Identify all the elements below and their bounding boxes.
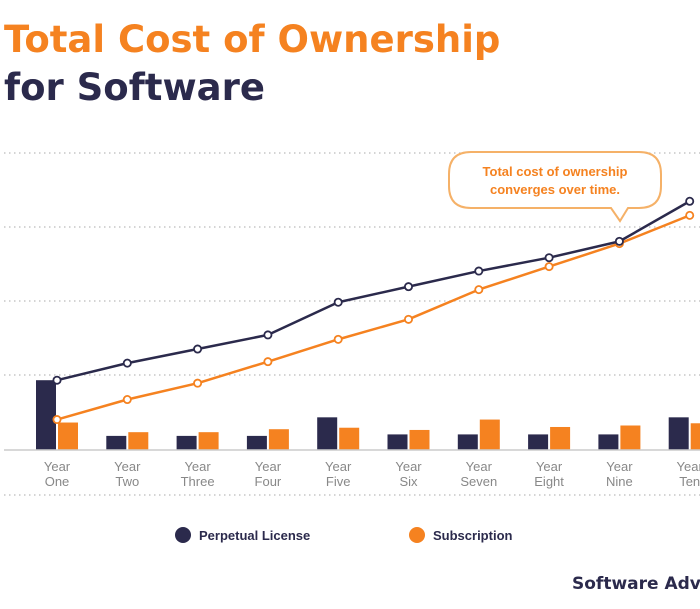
- point-perpetual-license-8: [544, 253, 554, 263]
- point-perpetual-license-3: [193, 344, 203, 354]
- point-perpetual-license-9: [614, 236, 624, 246]
- x-tick-label-1-line-1: Year: [44, 459, 71, 474]
- logo-text: Software Advice: [572, 574, 700, 594]
- x-tick-label-2-line-1: Year: [114, 459, 141, 474]
- bar-perpetual-license-10: [668, 417, 689, 450]
- bar-perpetual-license-1: [36, 380, 56, 450]
- software-advice-logo: Software Advice.: [572, 574, 700, 594]
- x-tick-label-10-line-1: Year: [677, 459, 700, 474]
- point-subscription-1: [52, 415, 62, 425]
- line-subscription: [56, 214, 691, 421]
- x-tick-label-6: Year Six: [395, 459, 422, 489]
- x-tick-label-3: Year Three: [181, 459, 215, 489]
- x-tick-label-7-line-1: Year: [466, 459, 493, 474]
- legend-label-subscription: Subscription: [433, 528, 513, 543]
- x-tick-label-1-line-2: One: [45, 474, 70, 489]
- chart-title-line-2: for Software: [4, 66, 265, 109]
- x-tick-label-10-line-2: Ten: [679, 474, 700, 489]
- x-tick-label-8-line-2: Eight: [534, 474, 564, 489]
- point-perpetual-license-6: [403, 282, 413, 292]
- bar-perpetual-license-2: [106, 435, 127, 450]
- x-tick-label-8: Year Eight: [534, 459, 564, 489]
- x-tick-label-5-line-1: Year: [325, 459, 352, 474]
- x-tick-label-9: Year Nine: [606, 459, 633, 489]
- svg-text:Software Advice.: Software Advice.: [572, 574, 700, 594]
- x-tick-label-8-line-1: Year: [536, 459, 563, 474]
- bar-subscription-7: [479, 419, 500, 450]
- point-perpetual-license-4: [263, 330, 273, 340]
- x-tick-label-1: Year One: [44, 459, 71, 489]
- chart-title-line-1: Total Cost of Ownership: [4, 18, 501, 61]
- point-subscription-4: [263, 357, 273, 367]
- annual-cost-bars: [36, 380, 700, 450]
- bar-perpetual-license-8: [528, 434, 549, 450]
- bar-perpetual-license-4: [246, 435, 267, 450]
- point-perpetual-license-1: [52, 375, 62, 385]
- x-tick-label-5: Year Five: [325, 459, 352, 489]
- legend-label-perpetual-license: Perpetual License: [199, 528, 310, 543]
- point-subscription-6: [403, 314, 413, 324]
- x-tick-label-5-line-2: Five: [326, 474, 351, 489]
- bar-perpetual-license-5: [317, 417, 338, 450]
- bar-subscription-9: [620, 425, 641, 450]
- bar-subscription-5: [339, 427, 360, 450]
- x-tick-label-10: YearTen: [677, 459, 700, 489]
- bar-perpetual-license-6: [387, 434, 408, 450]
- bar-perpetual-license-7: [457, 434, 478, 450]
- point-subscription-2: [122, 395, 132, 405]
- bar-subscription-3: [198, 432, 219, 450]
- bar-subscription-2: [128, 432, 149, 450]
- point-subscription-7: [474, 285, 484, 295]
- x-tick-label-2-line-2: Two: [115, 474, 139, 489]
- point-perpetual-license-7: [474, 266, 484, 276]
- callout-bubble: Total cost of ownership converges over t…: [448, 151, 662, 223]
- point-subscription-10: [685, 210, 695, 220]
- cumulative-cost-lines: [52, 196, 695, 425]
- bar-perpetual-license-3: [176, 435, 197, 450]
- bar-perpetual-license-9: [598, 434, 619, 450]
- point-subscription-8: [544, 262, 554, 272]
- x-tick-label-7: Year Seven: [460, 459, 497, 489]
- bar-subscription-8: [550, 426, 571, 450]
- legend-swatch-perpetual-license: [175, 527, 191, 543]
- x-tick-label-6-line-2: Six: [399, 474, 418, 489]
- callout-text-line-1: Total cost of ownership: [483, 164, 628, 179]
- x-tick-label-9-line-2: Nine: [606, 474, 633, 489]
- x-tick-label-4-line-1: Year: [255, 459, 282, 474]
- bar-subscription-4: [268, 429, 289, 450]
- point-perpetual-license-2: [122, 358, 132, 368]
- bar-subscription-10: [690, 423, 700, 450]
- x-tick-label-9-line-1: Year: [606, 459, 633, 474]
- point-perpetual-license-10: [685, 196, 695, 206]
- line-perpetual-license: [56, 200, 691, 382]
- x-tick-label-7-line-2: Seven: [460, 474, 497, 489]
- point-subscription-3: [193, 378, 203, 388]
- point-subscription-5: [333, 334, 343, 344]
- x-tick-label-3-line-1: Year: [184, 459, 211, 474]
- bar-subscription-6: [409, 429, 430, 450]
- x-tick-label-4: Year Four: [255, 459, 282, 489]
- x-tick-label-2: Year Two: [114, 459, 141, 489]
- point-perpetual-license-5: [333, 297, 343, 307]
- x-tick-label-6-line-1: Year: [395, 459, 422, 474]
- legend: Perpetual License Subscription: [175, 527, 513, 543]
- legend-swatch-subscription: [409, 527, 425, 543]
- x-tick-label-3-line-2: Three: [181, 474, 215, 489]
- bar-subscription-1: [58, 422, 78, 450]
- x-tick-label-4-line-2: Four: [255, 474, 282, 489]
- callout-bubble-shape: [448, 151, 662, 223]
- callout-text-line-2: converges over time.: [490, 182, 620, 197]
